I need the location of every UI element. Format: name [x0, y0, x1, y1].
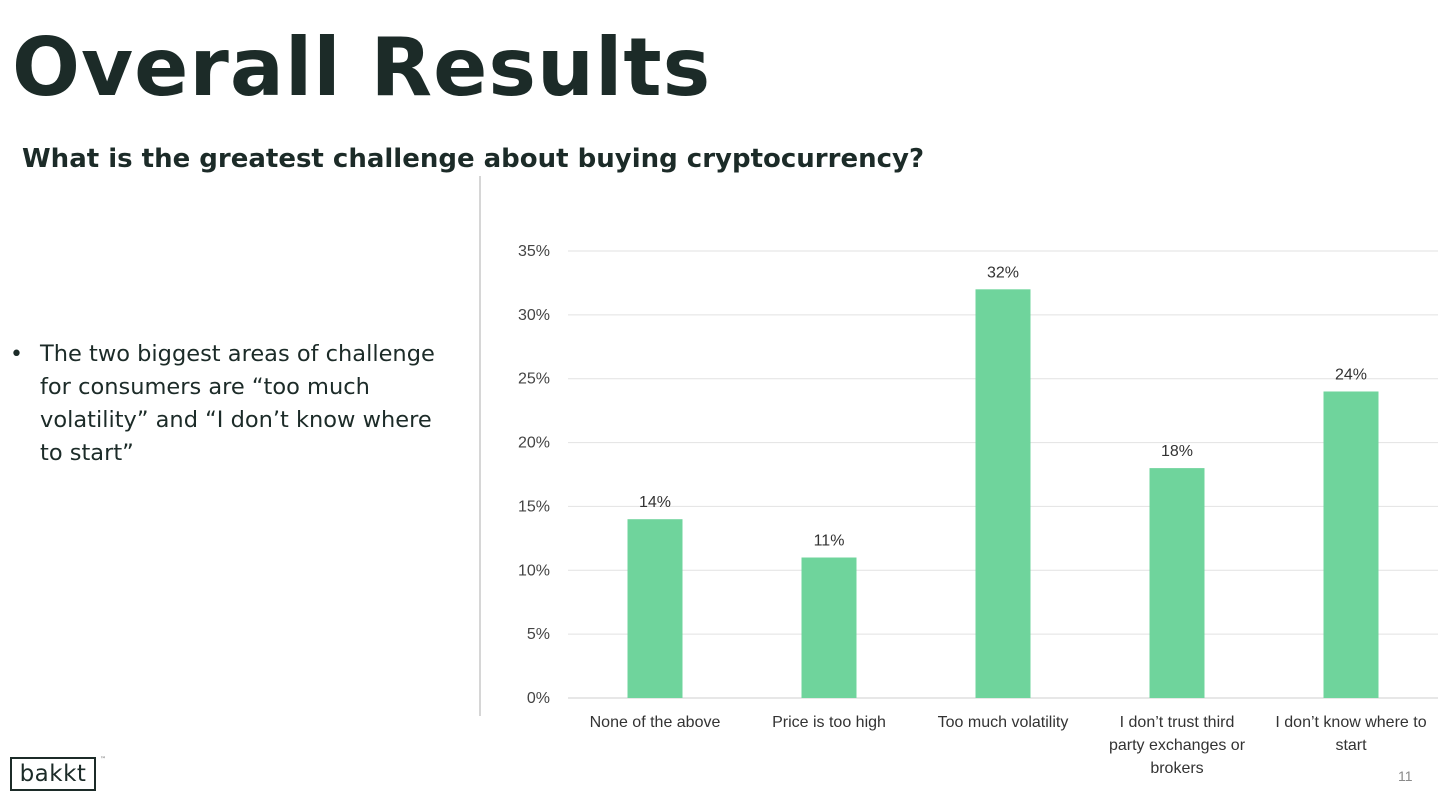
x-tick-label: start: [1335, 737, 1367, 754]
x-tick-label: None of the above: [590, 714, 721, 731]
data-label: 32%: [987, 264, 1019, 281]
bakkt-logo: bakkt: [10, 757, 96, 791]
bullet-list: • The two biggest areas of challenge for…: [10, 338, 460, 470]
y-tick-label: 0%: [527, 690, 550, 707]
slide-subtitle: What is the greatest challenge about buy…: [22, 144, 925, 174]
data-label: 24%: [1335, 366, 1367, 383]
y-tick-label: 30%: [518, 307, 550, 324]
bar: [627, 519, 683, 698]
bullet-item: • The two biggest areas of challenge for…: [10, 338, 460, 470]
slide-title: Overall Results: [12, 21, 712, 114]
y-tick-label: 20%: [518, 435, 550, 452]
data-label: 14%: [639, 494, 671, 511]
data-label: 18%: [1161, 443, 1193, 460]
x-tick-label: Too much volatility: [938, 714, 1069, 731]
trademark-mark: ™: [100, 756, 106, 763]
bar: [975, 289, 1031, 698]
bar: [801, 557, 857, 698]
vertical-divider: [479, 176, 481, 716]
bullet-text: The two biggest areas of challenge for c…: [40, 341, 435, 466]
y-tick-label: 35%: [518, 243, 550, 260]
page-number: 11: [1398, 768, 1413, 784]
bar-chart: 0% 5% 10% 15% 20% 25% 30% 35% 14% None of the abo…: [518, 243, 1438, 777]
bullet-icon: •: [10, 342, 23, 367]
y-tick-label: 10%: [518, 562, 550, 579]
bar: [1323, 391, 1379, 698]
x-tick-label: brokers: [1150, 760, 1203, 777]
y-tick-label: 25%: [518, 371, 550, 388]
y-tick-label: 5%: [527, 626, 550, 643]
y-tick-label: 15%: [518, 498, 550, 515]
x-tick-label: I don’t know where to: [1275, 714, 1426, 731]
x-tick-label: I don’t trust third: [1120, 714, 1235, 731]
data-label: 11%: [814, 533, 845, 550]
x-tick-label: party exchanges or: [1109, 737, 1246, 754]
x-tick-label: Price is too high: [772, 714, 886, 731]
bar: [1149, 468, 1205, 698]
